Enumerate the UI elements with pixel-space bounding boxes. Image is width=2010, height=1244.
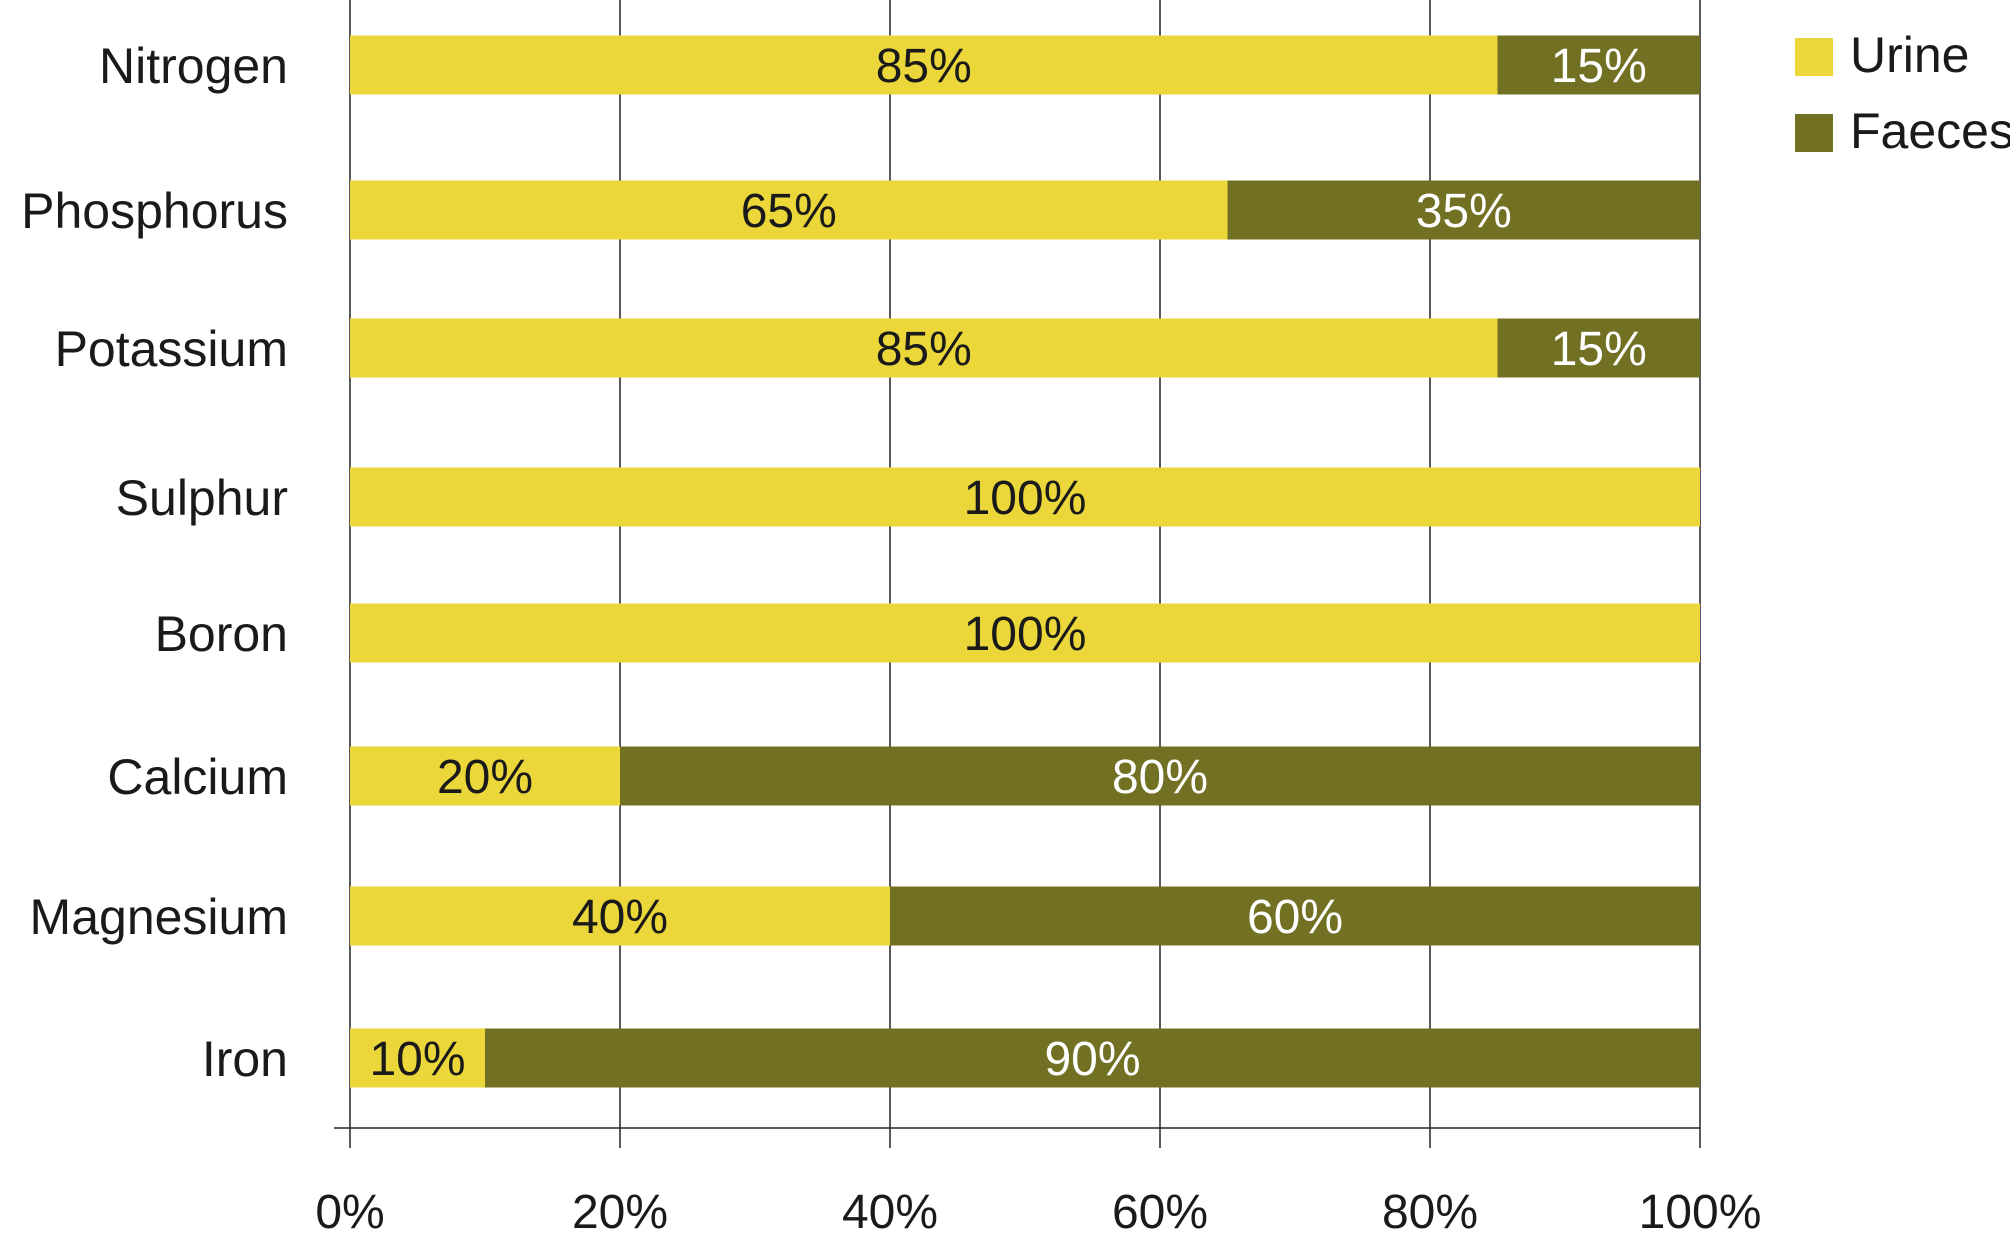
bar-urine-potassium [350,318,1498,378]
legend-label: Urine [1850,27,1969,83]
legend-swatch-urine [1795,38,1833,76]
data-label: 15% [1551,40,1647,93]
x-tick-label: 20% [572,1186,668,1239]
legend-label: Faeces [1850,103,2010,159]
category-label: Magnesium [30,889,288,945]
category-label: Boron [155,606,288,662]
bar-urine-boron [350,603,1700,663]
data-label: 60% [1247,891,1343,944]
category-label: Sulphur [116,470,288,526]
x-tick-label: 0% [315,1186,384,1239]
bar-urine-nitrogen [350,35,1498,95]
bar-urine-iron [350,1028,485,1088]
category-labels: Nitrogen Phosphorus Potassium Sulphur Boron C… [21,38,288,1087]
x-tick-label: 100% [1639,1186,1762,1239]
data-label: 15% [1551,323,1647,376]
data-label: 100% [964,472,1087,525]
bar-urine-calcium [350,746,620,806]
category-label: Calcium [107,749,288,805]
bar-urine-sulphur [350,467,1700,527]
data-label: 20% [437,751,533,804]
category-label: Iron [202,1031,288,1087]
data-label: 10% [369,1033,465,1086]
data-label: 65% [741,185,837,238]
data-label: 80% [1112,751,1208,804]
legend: Urine Faeces [1795,27,2010,159]
bar-faeces-magnesium [890,886,1700,946]
x-tick-label: 80% [1382,1186,1478,1239]
data-label: 40% [572,891,668,944]
bar-faeces-potassium [1497,318,1700,378]
category-label: Potassium [55,321,288,377]
bar-faeces-nitrogen [1497,35,1700,95]
bar-faeces-phosphorus [1227,180,1700,240]
x-tick-label: 60% [1112,1186,1208,1239]
x-tick-label: 40% [842,1186,938,1239]
category-label: Nitrogen [99,38,288,94]
data-label: 90% [1044,1033,1140,1086]
bar-urine-magnesium [350,886,890,946]
legend-swatch-faeces [1795,114,1833,152]
bars: 85% 15% 65% 35% 85% 15% 100% 100% 20% 80% 40% 60% 10… [350,35,1700,1088]
data-label: 85% [876,40,972,93]
bar-faeces-iron [485,1028,1700,1088]
data-label: 100% [964,608,1087,661]
category-label: Phosphorus [21,183,288,239]
bar-faeces-calcium [620,746,1700,806]
x-axis: 0% 20% 40% 60% 80% 100% [315,1127,1762,1239]
gridlines [349,0,1701,1128]
data-label: 85% [876,323,972,376]
data-label: 35% [1416,185,1512,238]
bar-urine-phosphorus [350,180,1228,240]
